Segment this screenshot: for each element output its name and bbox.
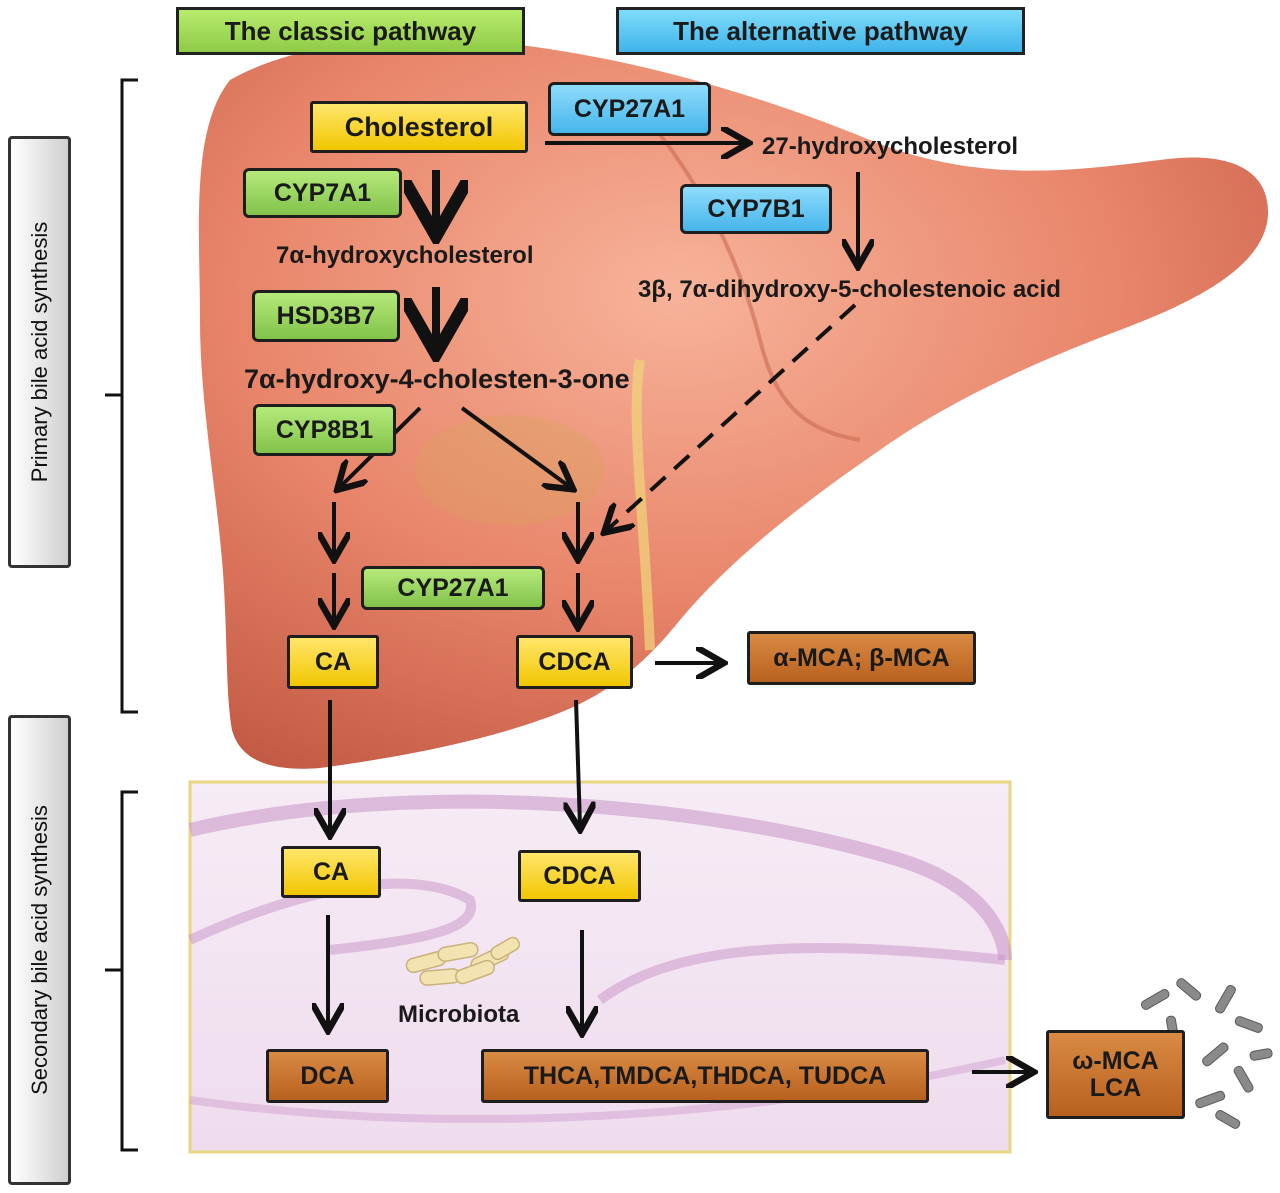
classic-pathway-header: The classic pathway	[176, 7, 525, 55]
27-hydroxycholesterol-label: 27-hydroxycholesterol	[762, 133, 1019, 160]
arrow-cdca-to-intestine	[576, 699, 580, 826]
hsd3b7-enzyme: HSD3B7	[252, 290, 400, 342]
arrow-cholestenone-to-cdca	[460, 406, 570, 487]
gallbladder	[415, 415, 605, 525]
intestine-fold	[188, 794, 1012, 961]
cholesterol-box: Cholesterol	[310, 101, 528, 153]
cdca-primary-box: CDCA	[516, 635, 633, 689]
intestine-fold	[597, 943, 1006, 1005]
cyp7a1-enzyme: CYP7A1	[243, 168, 402, 218]
ca-primary-box: CA	[287, 635, 379, 689]
microbiota-icon	[405, 936, 521, 986]
cdca-secondary-box: CDCA	[518, 850, 641, 902]
secondary-synthesis-text: Secondary bile acid synthesis	[26, 805, 52, 1095]
cyp8b1-enzyme: CYP8B1	[253, 404, 396, 456]
lca-text: LCA	[1089, 1073, 1142, 1102]
intestine-fold	[187, 878, 477, 955]
secondary-synthesis-label: Secondary bile acid synthesis	[8, 715, 71, 1185]
thca-group-box: THCA,TMDCA,THDCA, TUDCA	[481, 1049, 929, 1103]
7a-hydroxycholesterol-label: 7α-hydroxycholesterol	[276, 242, 534, 269]
liver-lobe-line	[638, 108, 861, 442]
cyp7b1-enzyme: CYP7B1	[680, 184, 832, 234]
alternative-pathway-header: The alternative pathway	[616, 7, 1025, 55]
primary-synthesis-text: Primary bile acid synthesis	[26, 221, 52, 483]
secondary-bracket	[105, 790, 138, 1152]
cyp27a1-alternative-enzyme: CYP27A1	[548, 82, 711, 136]
arrow-dihydroxy-to-cdca-dashed	[607, 303, 857, 530]
bile-duct	[631, 359, 655, 651]
dihydroxy-cholestenoic-acid-label: 3β, 7α-dihydroxy-5-cholestenoic acid	[638, 276, 1061, 303]
cyp27a1-classic-enzyme: CYP27A1	[361, 566, 545, 610]
bacteria-cluster-icon	[1140, 978, 1273, 1129]
omega-mca-lca-box: ω-MCA LCA	[1046, 1030, 1185, 1119]
primary-synthesis-label: Primary bile acid synthesis	[8, 136, 71, 568]
ca-secondary-box: CA	[281, 846, 381, 898]
cholestenone-label: 7α-hydroxy-4-cholesten-3-one	[244, 364, 630, 394]
mca-box: α-MCA; β-MCA	[747, 631, 976, 685]
primary-bracket	[105, 78, 138, 714]
omega-mca-text: ω-MCA	[1072, 1047, 1159, 1076]
dca-box: DCA	[266, 1049, 389, 1103]
microbiota-label: Microbiota	[398, 1001, 520, 1028]
